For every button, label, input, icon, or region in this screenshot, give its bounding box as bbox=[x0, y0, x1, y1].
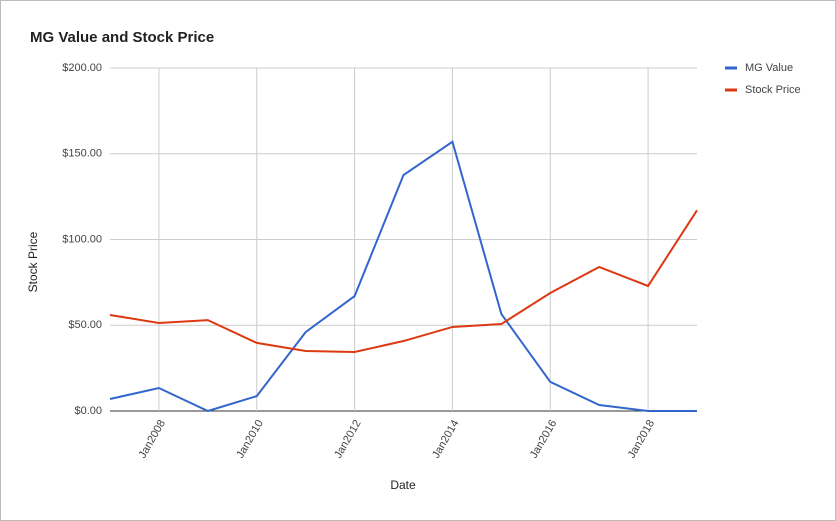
y-tick-label: $200.00 bbox=[62, 62, 102, 74]
legend-label: MG Value bbox=[745, 62, 793, 74]
line-series bbox=[109, 209, 698, 354]
line-series bbox=[109, 140, 697, 413]
chart-title: MG Value and Stock Price bbox=[30, 29, 214, 46]
y-tick-label: $100.00 bbox=[62, 233, 102, 245]
y-tick-label: $0.00 bbox=[74, 405, 102, 417]
y-tick-label: $150.00 bbox=[62, 148, 102, 160]
x-axis-label: Date bbox=[390, 478, 416, 492]
y-tick-label: $50.00 bbox=[68, 319, 102, 331]
legend-label: Stock Price bbox=[745, 84, 801, 96]
y-axis-label: Stock Price bbox=[26, 231, 40, 292]
